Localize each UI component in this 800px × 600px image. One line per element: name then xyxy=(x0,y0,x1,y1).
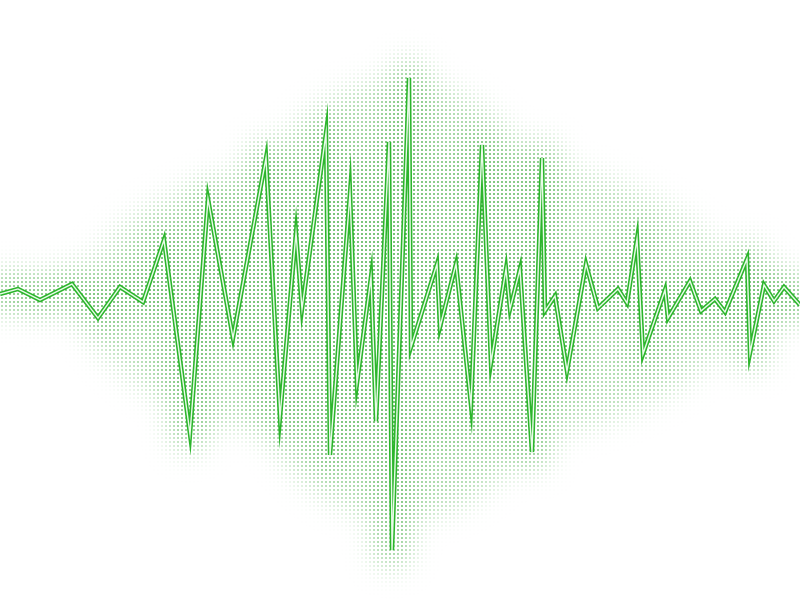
waveform-line xyxy=(0,77,800,551)
waveform-inner-highlight xyxy=(0,77,800,551)
